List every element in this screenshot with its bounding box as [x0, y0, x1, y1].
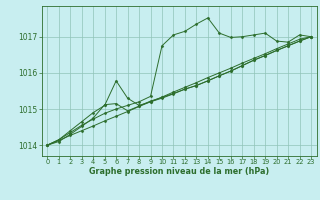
X-axis label: Graphe pression niveau de la mer (hPa): Graphe pression niveau de la mer (hPa) [89, 167, 269, 176]
